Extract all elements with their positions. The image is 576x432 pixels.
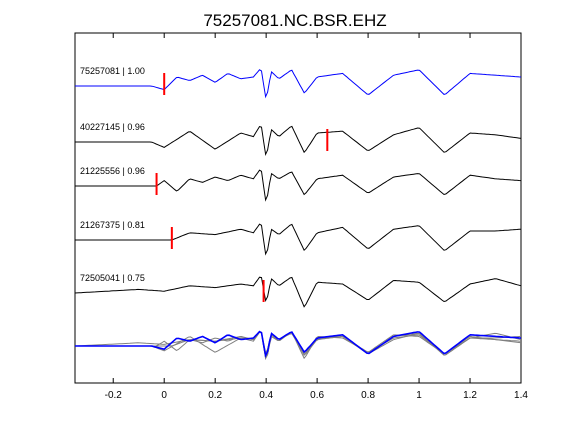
traces-group [74, 69, 522, 308]
x-tick-label-4: 0.6 [310, 390, 324, 401]
x-tick-label-2: 0.2 [208, 390, 222, 401]
trace-label-2: 21225556 | 0.96 [80, 166, 145, 176]
x-tick-label-6: 1 [416, 390, 422, 401]
trace-label-4: 72505041 | 0.75 [80, 273, 145, 283]
trace-label-1: 40227145 | 0.96 [80, 122, 145, 132]
x-axis: -0.2 0 0.2 0.4 0.6 0.8 1 1.2 1.4 [105, 33, 528, 401]
trace-line-3 [75, 223, 522, 256]
x-tick-label-8: 1.4 [514, 390, 528, 401]
x-tick-label-3: 0.4 [259, 390, 273, 401]
trace-line-2 [75, 169, 522, 202]
trace-labels-group: 75257081 | 1.00 40227145 | 0.96 21225556 |… [80, 66, 145, 283]
stack-reference-trace [75, 330, 522, 358]
x-tick-label-0: -0.2 [105, 390, 123, 401]
chart-title: 75257081.NC.BSR.EHZ [203, 11, 386, 30]
picks-group [155, 73, 329, 302]
trace-label-3: 21267375 | 0.81 [80, 220, 145, 230]
x-tick-label-5: 0.8 [361, 390, 375, 401]
stack-trace-4 [74, 331, 522, 360]
stack-group [74, 330, 522, 361]
trace-line-0 [75, 69, 522, 99]
x-tick-label-1: 0 [161, 390, 167, 401]
plot-frame [74, 32, 522, 384]
trace-label-0: 75257081 | 1.00 [80, 66, 145, 76]
x-tick-label-7: 1.2 [463, 390, 477, 401]
trace-line-1 [75, 125, 522, 157]
trace-line-4 [74, 276, 522, 308]
